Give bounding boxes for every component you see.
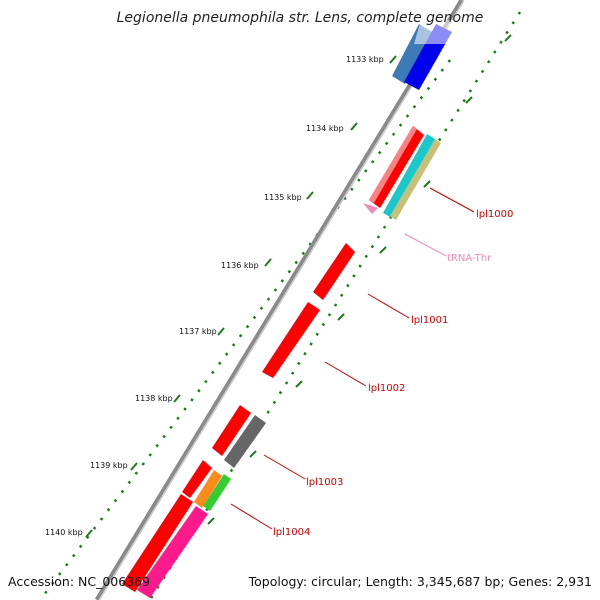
topology-text: Topology: circular; Length: 3,345,687 bp… [248, 574, 592, 589]
callout-trna-thr [404, 233, 447, 257]
gene-arrow-red-bottom-b [122, 494, 193, 592]
tick-label: 1133 kbp [346, 55, 384, 64]
callout-lpl1000 [429, 187, 475, 213]
tick-label: 1135 kbp [264, 193, 302, 202]
label-lpl1000[interactable]: lpl1000 [476, 209, 513, 220]
gene-arrow-cyan [383, 134, 435, 218]
label-trna-thr[interactable]: tRNA-Thr [447, 253, 492, 264]
tick-label: 1137 kbp [179, 327, 217, 336]
label-lpl1004[interactable]: lpl1004 [273, 527, 310, 538]
tick-1136: 1136 kbp [221, 258, 272, 270]
tick-1133: 1133 kbp [346, 55, 397, 64]
gene-arrow-magenta [137, 506, 208, 598]
tick-label: 1139 kbp [90, 461, 128, 470]
tick-1134: 1134 kbp [306, 122, 358, 133]
gene-arrow-red-bottom-a [182, 460, 212, 498]
tick-1138: 1138 kbp [135, 394, 181, 403]
gene-lpl1001-a [313, 243, 355, 300]
tick-1137: 1137 kbp [179, 327, 225, 336]
outer-tick-marks [207, 34, 512, 525]
gene-arrow-red-lower [212, 405, 251, 456]
label-lpl1002[interactable]: lpl1002 [368, 383, 405, 394]
tick-label: 1138 kbp [135, 394, 173, 403]
outer-dotted-ring [148, 11, 522, 600]
label-lpl1001[interactable]: lpl1001 [411, 315, 448, 326]
callout-lpl1003 [263, 454, 306, 480]
callout-lpl1001 [367, 293, 410, 319]
gene-arrow-orange [194, 470, 222, 508]
tick-label: 1140 kbp [45, 528, 83, 537]
tick-label: 1134 kbp [306, 124, 344, 133]
gene-arrow-khaki [390, 139, 441, 220]
tick-label: 1136 kbp [221, 261, 259, 270]
map-title: Legionella pneumophila str. Lens, comple… [117, 10, 484, 26]
label-lpl1003[interactable]: lpl1003 [306, 477, 343, 488]
gene-lpl1003 [224, 415, 266, 468]
accession-text: Accession: NC_006369 [8, 574, 150, 589]
callout-lpl1004 [230, 503, 273, 530]
gene-arrow-green [203, 474, 231, 511]
inner-dotted-ring [39, 59, 451, 600]
tick-1140: 1140 kbp [45, 528, 93, 538]
tick-1135: 1135 kbp [264, 191, 314, 202]
gene-lpl1002 [262, 302, 320, 378]
trna-thr-feature [363, 203, 378, 214]
genome-backbone [94, 0, 465, 600]
tick-1139: 1139 kbp [90, 461, 138, 471]
callout-lpl1002 [324, 361, 367, 387]
